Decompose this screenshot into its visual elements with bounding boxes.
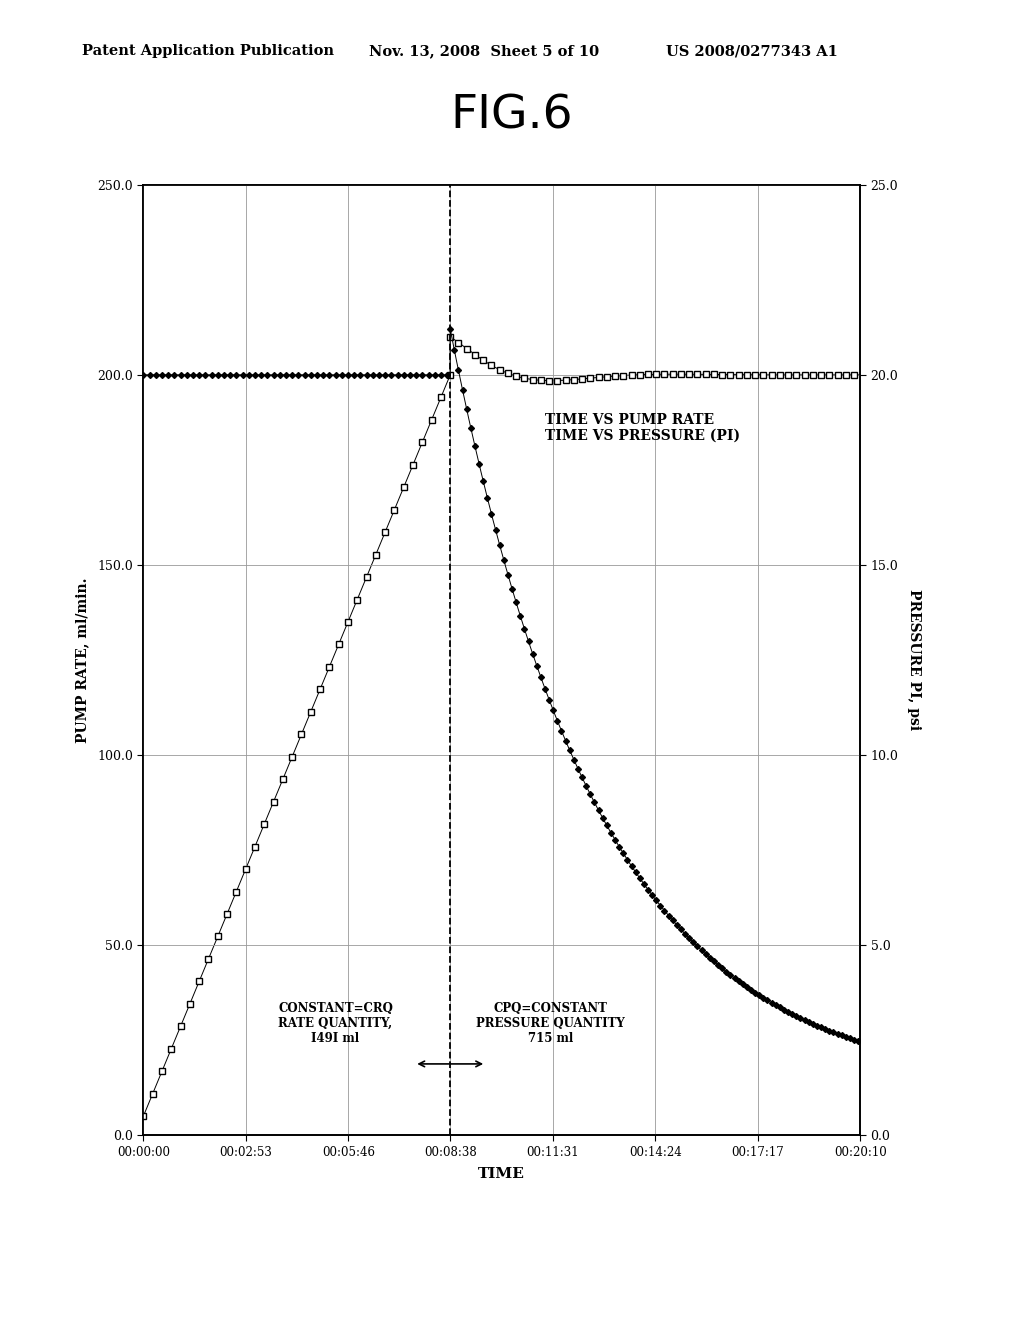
Y-axis label: PRESSURE PI, psi: PRESSURE PI, psi <box>906 590 921 730</box>
Text: CONSTANT=CRQ
RATE QUANTITY,
I49I ml: CONSTANT=CRQ RATE QUANTITY, I49I ml <box>279 1002 393 1045</box>
Text: Nov. 13, 2008  Sheet 5 of 10: Nov. 13, 2008 Sheet 5 of 10 <box>369 45 599 58</box>
Text: CPQ=CONSTANT
PRESSURE QUANTITY
715 ml: CPQ=CONSTANT PRESSURE QUANTITY 715 ml <box>476 1002 625 1045</box>
Text: US 2008/0277343 A1: US 2008/0277343 A1 <box>666 45 838 58</box>
Text: FIG.6: FIG.6 <box>451 94 573 139</box>
X-axis label: TIME: TIME <box>478 1167 525 1181</box>
Text: Patent Application Publication: Patent Application Publication <box>82 45 334 58</box>
Text: TIME VS PUMP RATE
TIME VS PRESSURE (PI): TIME VS PUMP RATE TIME VS PRESSURE (PI) <box>545 413 740 444</box>
Y-axis label: PUMP RATE, ml/min.: PUMP RATE, ml/min. <box>75 577 89 743</box>
